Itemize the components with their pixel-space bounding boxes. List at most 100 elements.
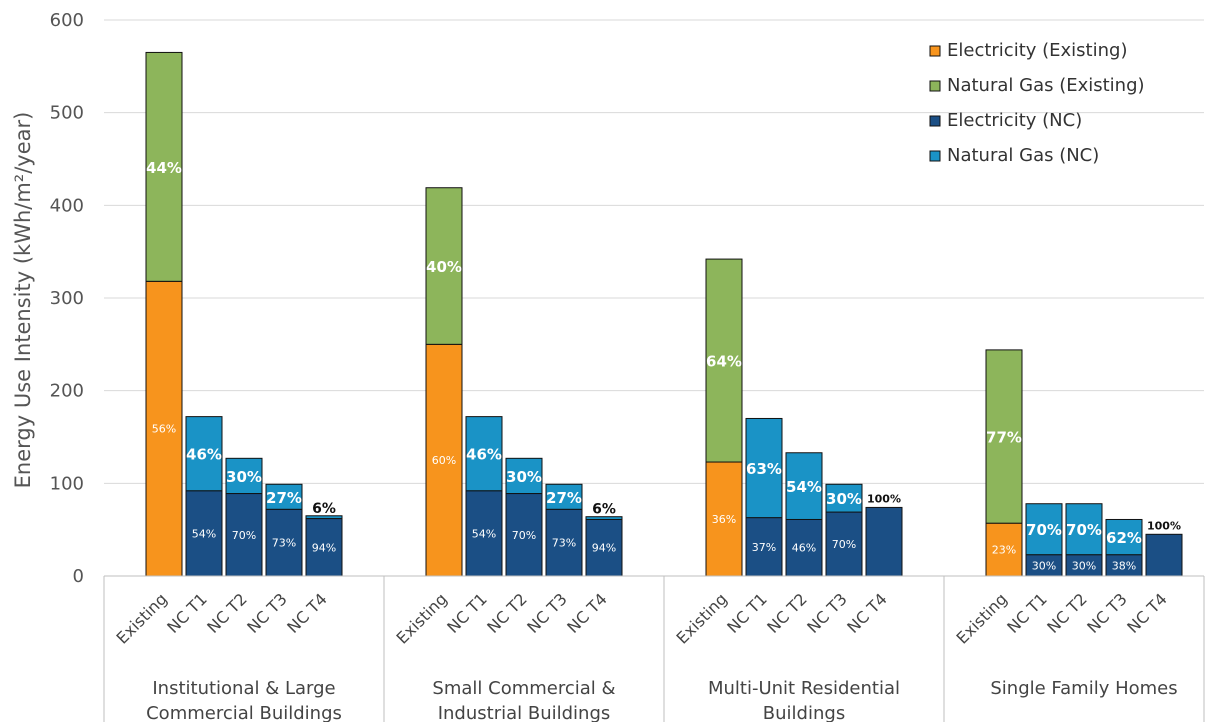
bar-electricity bbox=[985, 522, 1023, 577]
natural-gas-pct-label: 6% bbox=[592, 502, 616, 518]
bar-natural-gas bbox=[1025, 503, 1063, 556]
bar-natural-gas bbox=[1065, 503, 1103, 556]
electricity-pct-label: 56% bbox=[152, 423, 176, 436]
bar-natural-gas bbox=[585, 516, 623, 520]
x-category-label: Multi-Unit Residential bbox=[708, 678, 900, 699]
bar-electricity bbox=[825, 511, 863, 577]
x-bar-label: NC T4 bbox=[843, 589, 891, 637]
electricity-pct-label: 36% bbox=[712, 513, 736, 526]
bar-natural-gas bbox=[705, 258, 743, 463]
electricity-pct-label: 73% bbox=[272, 537, 296, 550]
y-tick-label: 500 bbox=[50, 103, 84, 124]
y-tick-label: 100 bbox=[50, 473, 84, 494]
y-tick-label: 200 bbox=[50, 381, 84, 402]
legend-swatch bbox=[929, 45, 941, 57]
x-bar-label: NC T3 bbox=[1083, 589, 1131, 637]
electricity-pct-label: 94% bbox=[312, 541, 336, 554]
bar-natural-gas bbox=[745, 417, 783, 519]
bar-natural-gas bbox=[145, 51, 183, 282]
natural-gas-pct-label: 40% bbox=[426, 258, 462, 276]
bar-natural-gas bbox=[545, 483, 583, 510]
natural-gas-pct-label: 6% bbox=[312, 501, 336, 517]
y-axis-title: Energy Use Intensity (kWh/m²/year) bbox=[11, 112, 35, 489]
bar-electricity bbox=[585, 518, 623, 577]
bar-electricity bbox=[185, 490, 223, 577]
electricity-pct-label: 70% bbox=[832, 538, 856, 551]
bar-natural-gas bbox=[305, 515, 343, 520]
legend-label: Electricity (Existing) bbox=[947, 40, 1127, 61]
electricity-pct-label: 23% bbox=[992, 544, 1016, 557]
bar-total-pct-label: 100% bbox=[867, 492, 901, 505]
x-category-label: Industrial Buildings bbox=[438, 703, 611, 722]
legend: Electricity (Existing) Natural Gas (Exist… bbox=[929, 40, 1145, 166]
bar-natural-gas bbox=[185, 416, 223, 492]
y-tick-label: 600 bbox=[50, 10, 84, 31]
y-tick-label: 300 bbox=[50, 288, 84, 309]
bar-total-pct-label: 100% bbox=[1147, 519, 1181, 532]
bar-electricity bbox=[745, 517, 783, 577]
natural-gas-pct-label: 30% bbox=[226, 468, 262, 486]
bar-natural-gas bbox=[225, 457, 263, 495]
electricity-pct-label: 94% bbox=[592, 542, 616, 555]
x-bar-label: NC T1 bbox=[443, 589, 491, 637]
bar-natural-gas bbox=[785, 452, 823, 520]
x-bar-label: Existing bbox=[673, 589, 731, 647]
bar-natural-gas bbox=[1105, 518, 1143, 556]
x-bar-label: NC T2 bbox=[1043, 589, 1091, 637]
legend-swatch bbox=[929, 150, 941, 162]
x-bar-label: NC T4 bbox=[283, 589, 331, 637]
bar-electricity bbox=[465, 490, 503, 577]
x-bar-label: NC T2 bbox=[483, 589, 531, 637]
bar-natural-gas bbox=[465, 416, 503, 492]
bar-electricity bbox=[705, 461, 743, 577]
bar-value-labels: 56% 44% 54% 46% 70% 30% 73% 27% 94% 6% 60% 40% 54% 46… bbox=[146, 159, 1181, 572]
bar-electricity bbox=[225, 493, 263, 577]
x-bar-label: NC T2 bbox=[763, 589, 811, 637]
natural-gas-pct-label: 44% bbox=[146, 159, 182, 177]
electricity-pct-label: 38% bbox=[1112, 559, 1136, 572]
electricity-pct-label: 46% bbox=[792, 542, 816, 555]
bar-electricity bbox=[865, 506, 903, 577]
electricity-pct-label: 70% bbox=[232, 529, 256, 542]
x-bar-label: Existing bbox=[113, 589, 171, 647]
bar-electricity bbox=[1145, 533, 1183, 577]
natural-gas-pct-label: 64% bbox=[706, 353, 742, 371]
x-bar-label: NC T3 bbox=[243, 589, 291, 637]
natural-gas-pct-label: 46% bbox=[466, 446, 502, 464]
legend-label: Natural Gas (Existing) bbox=[947, 75, 1145, 96]
legend-swatch bbox=[929, 80, 941, 92]
electricity-pct-label: 73% bbox=[552, 537, 576, 550]
x-bar-label: NC T2 bbox=[203, 589, 251, 637]
natural-gas-pct-label: 54% bbox=[786, 478, 822, 496]
x-bar-label: NC T4 bbox=[563, 589, 611, 637]
x-bar-label: NC T1 bbox=[163, 589, 211, 637]
y-tick-label: 400 bbox=[50, 195, 84, 216]
natural-gas-pct-label: 62% bbox=[1106, 529, 1142, 547]
legend-label: Electricity (NC) bbox=[947, 110, 1082, 131]
x-bar-label: NC T3 bbox=[523, 589, 571, 637]
bar-natural-gas bbox=[825, 483, 863, 513]
x-category-label: Commercial Buildings bbox=[146, 703, 342, 722]
x-bar-label: NC T1 bbox=[1003, 589, 1051, 637]
x-bar-label: NC T4 bbox=[1123, 589, 1171, 637]
electricity-pct-label: 30% bbox=[1072, 559, 1096, 572]
x-bar-label: NC T3 bbox=[803, 589, 851, 637]
y-tick-label: 0 bbox=[73, 566, 84, 587]
natural-gas-pct-label: 27% bbox=[546, 489, 582, 507]
bar-natural-gas bbox=[505, 457, 543, 495]
bar-natural-gas bbox=[265, 483, 303, 510]
electricity-pct-label: 54% bbox=[472, 527, 496, 540]
x-category-label: Institutional & Large bbox=[152, 678, 335, 699]
bar-natural-gas bbox=[425, 187, 463, 345]
natural-gas-pct-label: 70% bbox=[1026, 521, 1062, 539]
bar-electricity bbox=[265, 508, 303, 577]
natural-gas-pct-label: 77% bbox=[986, 429, 1022, 447]
x-bar-label: Existing bbox=[393, 589, 451, 647]
natural-gas-pct-label: 70% bbox=[1066, 521, 1102, 539]
x-category-label: Single Family Homes bbox=[990, 678, 1177, 699]
natural-gas-pct-label: 63% bbox=[746, 460, 782, 478]
y-axis: Energy Use Intensity (kWh/m²/year) 0 100 2… bbox=[11, 10, 84, 587]
natural-gas-pct-label: 30% bbox=[826, 490, 862, 508]
